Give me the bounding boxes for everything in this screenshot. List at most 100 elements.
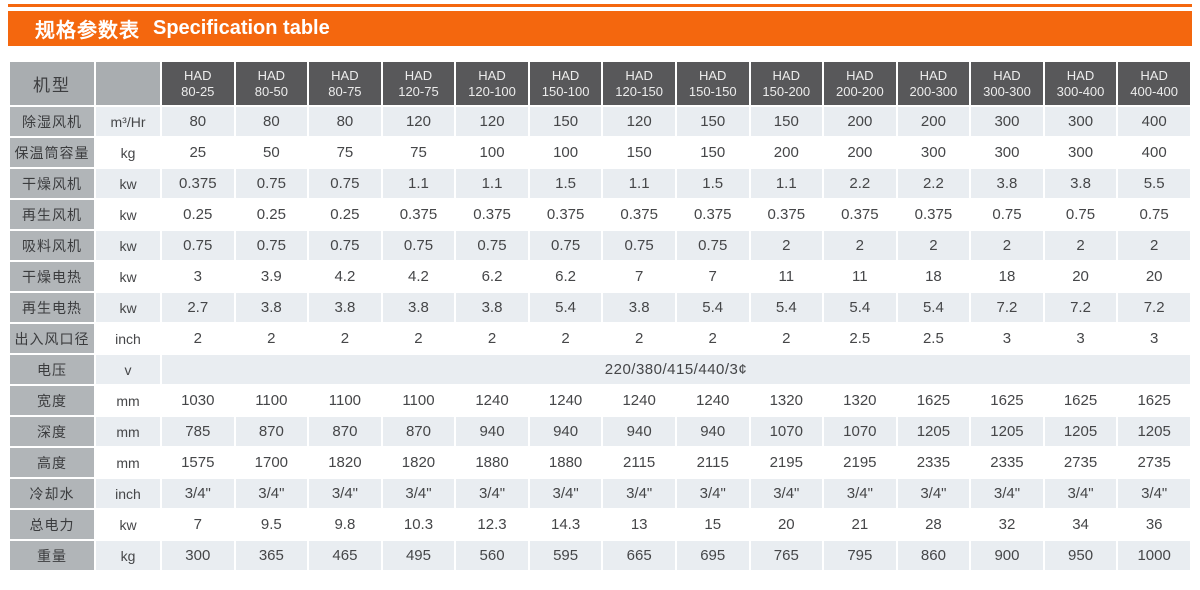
value-cell: 1820 (309, 448, 381, 477)
value-cell: 1.1 (750, 169, 823, 198)
value-cell: 950 (1044, 541, 1117, 570)
value-cell: 1240 (456, 386, 528, 415)
value-cell: 3/4" (897, 479, 970, 508)
unit-cell: kw (96, 262, 160, 291)
value-cell: 20 (1044, 262, 1117, 291)
row-label-cell: 保温筒容量 (10, 138, 94, 167)
value-cell: 1205 (1044, 417, 1117, 446)
value-cell: 2 (824, 231, 896, 260)
row-label-cell: 干燥电热 (10, 262, 94, 291)
value-cell: 1240 (603, 386, 675, 415)
value-cell: 1.1 (382, 169, 455, 198)
value-cell: 785 (162, 417, 234, 446)
value-cell: 3.8 (456, 293, 528, 322)
value-cell: 2.5 (897, 324, 970, 353)
value-cell: 100 (529, 138, 602, 167)
value-cell: 0.375 (603, 200, 675, 229)
unit-cell: inch (96, 479, 160, 508)
value-cell: 0.75 (382, 231, 455, 260)
table-row: 总电力 kw 7 9.5 9.8 10.3 12.3 14.3 13 15 20 21 28 32 34 36 (10, 510, 1190, 539)
value-cell: 4.2 (309, 262, 381, 291)
value-cell: 12.3 (456, 510, 528, 539)
value-cell: 28 (897, 510, 970, 539)
value-cell: 0.375 (529, 200, 602, 229)
value-cell: 75 (309, 138, 381, 167)
value-cell: 0.25 (309, 200, 381, 229)
value-cell: 940 (529, 417, 602, 446)
model-header-cell: HAD 120-75 (382, 62, 455, 105)
value-cell: 5.4 (824, 293, 896, 322)
value-cell: 7.2 (1118, 293, 1190, 322)
value-cell: 3/4" (676, 479, 749, 508)
unit-cell: kw (96, 293, 160, 322)
value-cell: 1.1 (456, 169, 528, 198)
value-cell: 1100 (382, 386, 455, 415)
value-cell: 3.8 (1044, 169, 1117, 198)
value-cell: 9.8 (309, 510, 381, 539)
value-cell: 21 (824, 510, 896, 539)
table-row: 高度 mm 1575 1700 1820 1820 1880 1880 2115 2115 2195… (10, 448, 1190, 477)
row-label-cell: 除湿风机 (10, 107, 94, 136)
value-cell: 1.5 (676, 169, 749, 198)
value-cell: 595 (529, 541, 602, 570)
page-title-en: Specification table (153, 17, 330, 39)
row-label-cell: 干燥风机 (10, 169, 94, 198)
value-cell: 1.1 (603, 169, 675, 198)
value-cell: 3/4" (162, 479, 234, 508)
value-cell: 1205 (897, 417, 970, 446)
value-cell: 5.4 (897, 293, 970, 322)
model-header-cell: HAD 200-300 (897, 62, 970, 105)
value-cell: 300 (162, 541, 234, 570)
value-cell: 2 (1044, 231, 1117, 260)
value-cell: 2 (162, 324, 234, 353)
value-cell: 32 (971, 510, 1043, 539)
value-cell: 120 (456, 107, 528, 136)
row-label-cell: 吸料风机 (10, 231, 94, 260)
value-cell: 200 (897, 107, 970, 136)
row-label-cell: 再生风机 (10, 200, 94, 229)
corner-unit-spacer (96, 62, 160, 105)
row-label-cell: 再生电热 (10, 293, 94, 322)
value-cell: 1625 (1118, 386, 1190, 415)
value-cell: 0.75 (971, 200, 1043, 229)
value-cell: 200 (750, 138, 823, 167)
value-cell: 7 (676, 262, 749, 291)
model-header-cell: HAD 300-400 (1044, 62, 1117, 105)
value-cell: 1320 (750, 386, 823, 415)
value-cell: 1.5 (529, 169, 602, 198)
value-cell: 795 (824, 541, 896, 570)
value-cell: 1700 (235, 448, 308, 477)
value-cell: 1625 (897, 386, 970, 415)
value-cell: 2.2 (897, 169, 970, 198)
value-cell: 3/4" (824, 479, 896, 508)
value-cell: 2335 (971, 448, 1043, 477)
value-cell: 2115 (603, 448, 675, 477)
value-cell: 120 (603, 107, 675, 136)
unit-cell: kw (96, 200, 160, 229)
value-cell: 1000 (1118, 541, 1190, 570)
table-row: 保温筒容量 kg 25 50 75 75 100 100 150 150 200 200 300 300 3… (10, 138, 1190, 167)
value-cell: 10.3 (382, 510, 455, 539)
value-cell: 0.75 (162, 231, 234, 260)
value-cell: 5.4 (529, 293, 602, 322)
value-cell: 25 (162, 138, 234, 167)
value-cell: 2 (676, 324, 749, 353)
value-cell: 3.8 (382, 293, 455, 322)
value-cell: 20 (1118, 262, 1190, 291)
value-cell: 300 (897, 138, 970, 167)
value-cell: 3/4" (603, 479, 675, 508)
value-cell: 2 (1118, 231, 1190, 260)
value-cell: 870 (382, 417, 455, 446)
value-cell: 940 (676, 417, 749, 446)
value-cell: 695 (676, 541, 749, 570)
value-cell: 80 (162, 107, 234, 136)
value-cell: 6.2 (529, 262, 602, 291)
value-cell: 3/4" (309, 479, 381, 508)
value-cell: 3/4" (1118, 479, 1190, 508)
value-cell: 7 (603, 262, 675, 291)
unit-cell: kw (96, 510, 160, 539)
value-cell: 3.8 (309, 293, 381, 322)
value-cell: 150 (676, 138, 749, 167)
model-header-cell: HAD 80-25 (162, 62, 234, 105)
value-cell: 2 (971, 231, 1043, 260)
